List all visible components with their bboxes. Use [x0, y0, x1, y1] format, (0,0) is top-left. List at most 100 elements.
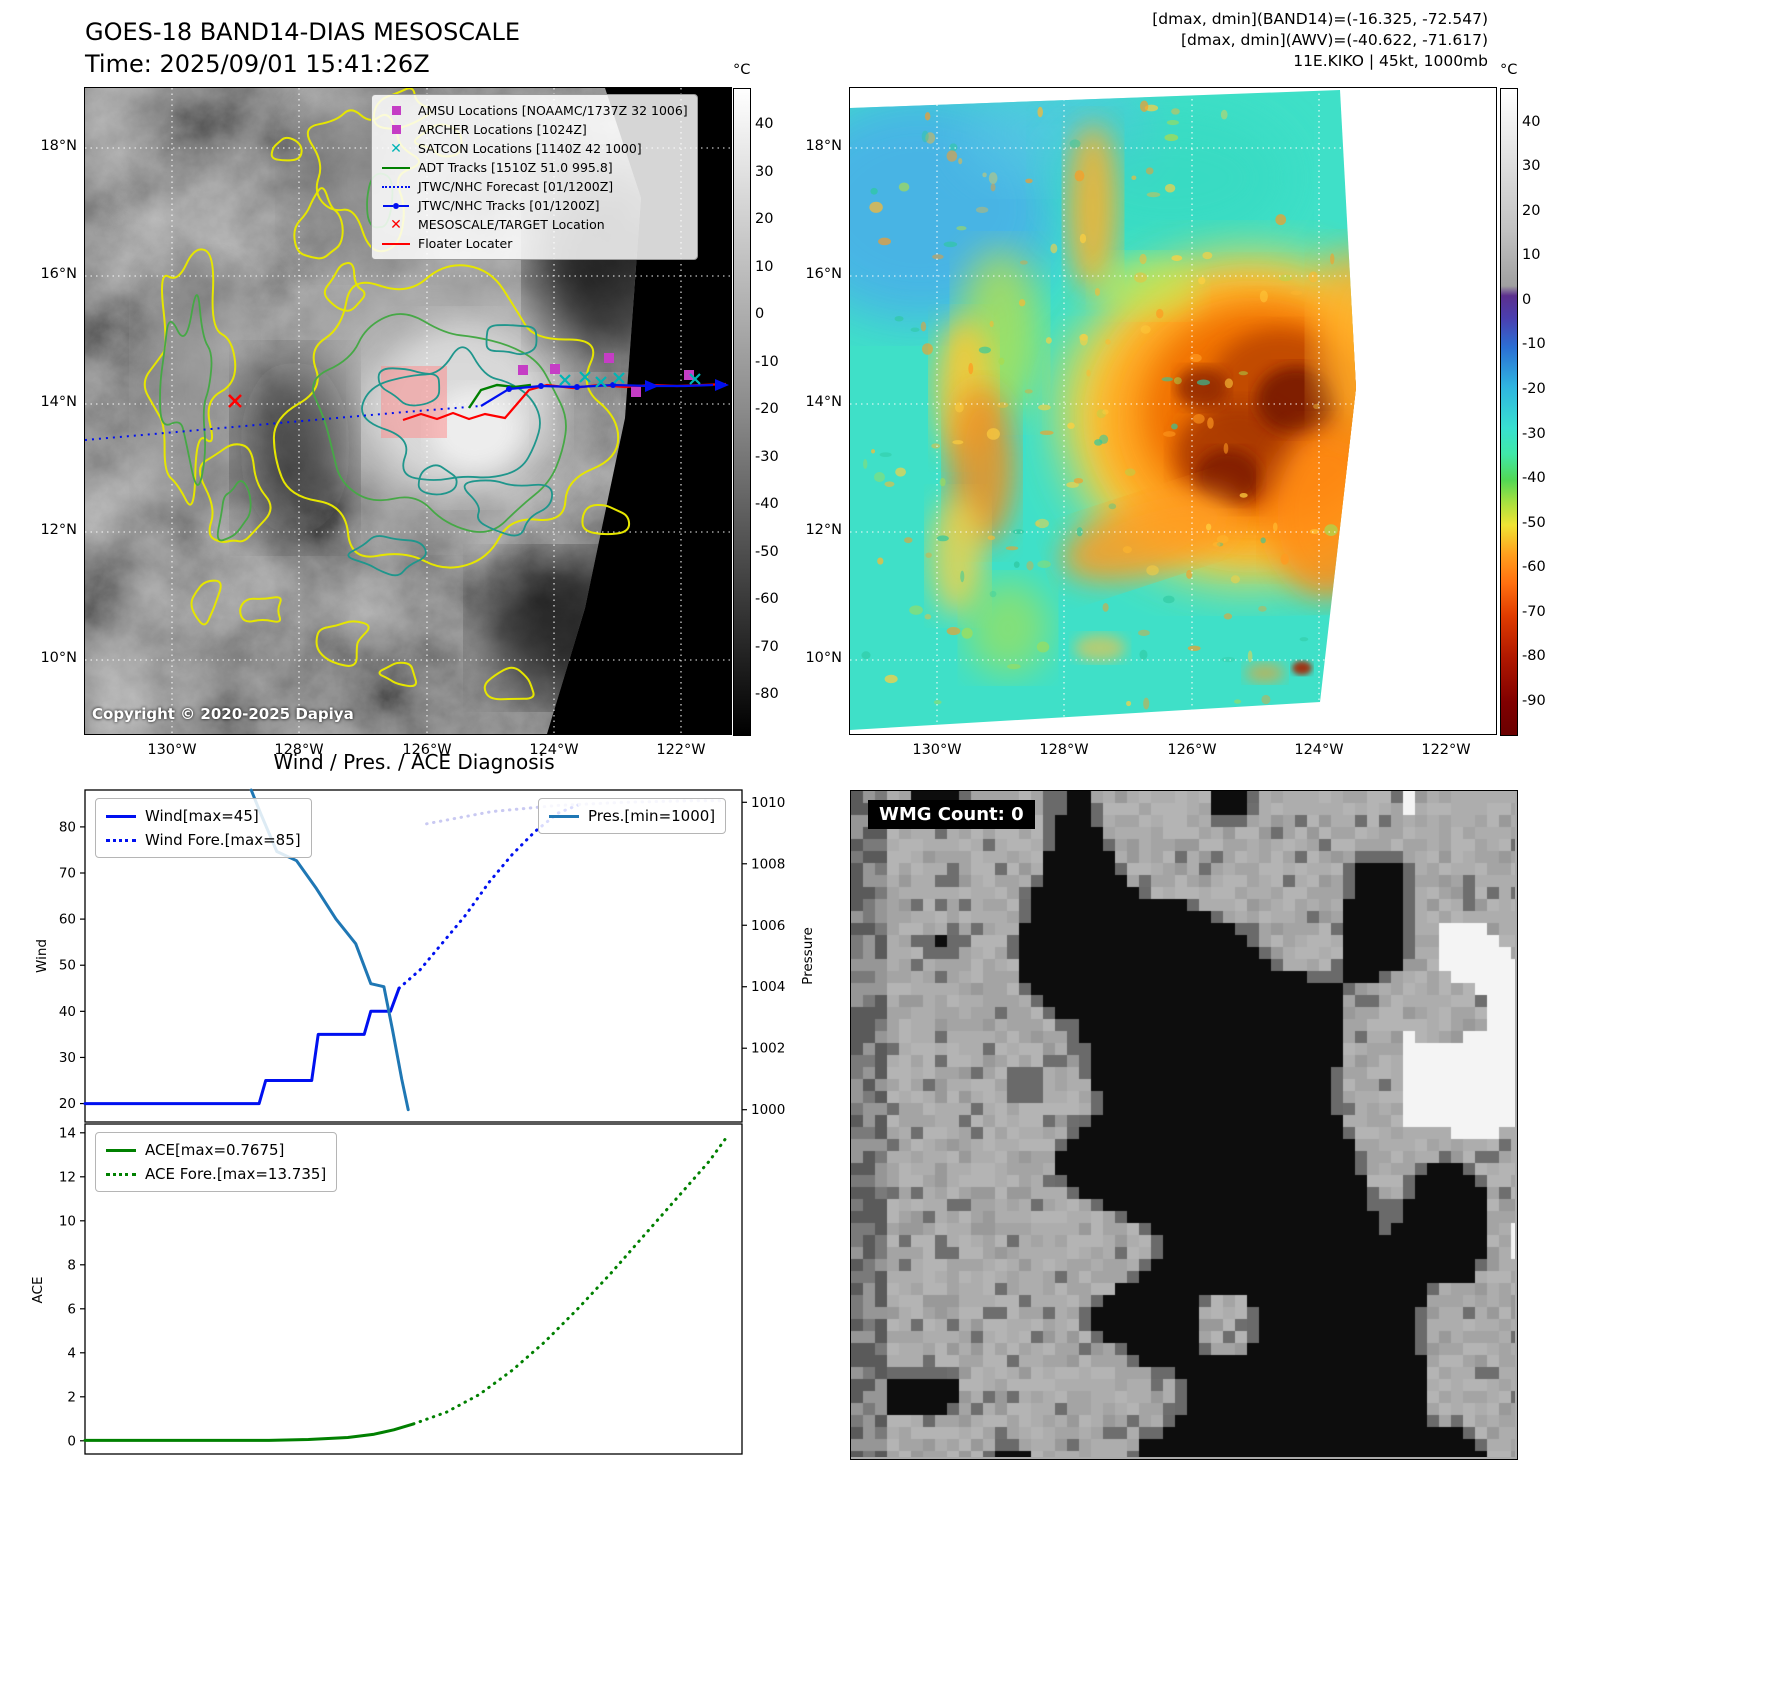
wind-fore-legend-label: Wind Fore.[max=85] [145, 831, 301, 849]
stats-awv: [dmax, dmin](AWV)=(-40.622, -71.617) [1181, 31, 1488, 49]
y-tick-label: 50 [59, 958, 76, 974]
y-tick-label: 1000 [751, 1102, 785, 1118]
map-legend-label: SATCON Locations [1140Z 42 1000] [418, 141, 642, 156]
lat-tick-label: 12°N [40, 522, 77, 538]
x-marker-icon: ✕ [390, 140, 402, 157]
line-marker-icon [381, 242, 411, 245]
stats-band14: [dmax, dmin](BAND14)=(-16.325, -72.547) [1152, 10, 1488, 28]
lon-tick-label: 122°W [656, 742, 706, 758]
map-legend-item: ARCHER Locations [1024Z] [381, 120, 688, 139]
page-title: GOES-18 BAND14-DIAS MESOSCALE [85, 18, 521, 46]
pressure-line-sample [549, 814, 579, 818]
amsu-marker [684, 370, 694, 380]
lon-tick-label: 122°W [1421, 742, 1471, 758]
lon-tick-label: 126°W [402, 742, 452, 758]
map-legend-item: JTWC/NHC Forecast [01/1200Z] [381, 177, 688, 196]
amsu-marker [631, 387, 641, 397]
colorbar-tick-label: 0 [755, 306, 765, 322]
colorbar-tick-label: 0 [1522, 291, 1532, 308]
colorbar-tick-label: -10 [755, 353, 779, 370]
colorbar-tick-label: 40 [755, 116, 774, 132]
map-legend-label: JTWC/NHC Tracks [01/1200Z] [418, 198, 600, 213]
y-tick-label: 0 [67, 1433, 76, 1449]
mesoscale-target-box [381, 366, 447, 438]
series-line [83, 1422, 415, 1442]
map-legend-label: Floater Locater [418, 236, 513, 251]
y-tick-label: 1010 [751, 795, 785, 811]
colorbar-tick-label: -60 [755, 591, 779, 607]
square-marker-icon [381, 125, 411, 134]
series-line [83, 986, 401, 1106]
lat-tick-label: 12°N [805, 522, 842, 538]
lon-tick-label: 130°W [912, 742, 962, 758]
series-line [425, 799, 728, 826]
colorbar-tick-label: 20 [1522, 202, 1541, 219]
colorbar-tick-label: -30 [1522, 425, 1546, 442]
lon-tick-label: 130°W [147, 742, 197, 758]
wmg-count-label: WMG Count: 0 [868, 800, 1035, 829]
wind-axis-label: Wind [34, 939, 50, 973]
series-line [397, 802, 583, 990]
wind-legend: Wind[max=45] Wind Fore.[max=85] [95, 798, 312, 858]
colorbar-tick-label: 20 [755, 211, 774, 227]
wind-fore-line-sample [106, 838, 136, 842]
colorbar-tick-label: -70 [755, 638, 779, 655]
y-tick-label: 8 [67, 1257, 76, 1273]
lat-tick-label: 16°N [805, 266, 842, 282]
colorbar-tick-label: 10 [755, 258, 774, 275]
lon-tick-label: 126°W [1167, 742, 1217, 758]
pressure-legend: Pres.[min=1000] [538, 798, 727, 834]
map-legend-item: Floater Locater [381, 234, 688, 253]
series-line [412, 1137, 728, 1426]
ace-legend-fore: ACE Fore.[max=13.735] [106, 1162, 326, 1186]
map-legend-label: AMSU Locations [NOAAMC/1737Z 32 1006] [418, 103, 688, 118]
diagnosis-title: Wind / Pres. / ACE Diagnosis [273, 750, 555, 774]
square-marker-icon [381, 106, 411, 115]
y-tick-label: 14 [59, 1125, 76, 1141]
amsu-marker [604, 353, 614, 363]
map-legend-item: ✕ SATCON Locations [1140Z 42 1000] [381, 139, 688, 158]
colorbar-tick-label: -20 [755, 401, 779, 417]
line-dot-marker-icon [381, 202, 411, 209]
lat-tick-label: 10°N [805, 650, 842, 666]
lat-tick-label: 10°N [40, 650, 77, 666]
lat-tick-label: 14°N [805, 394, 842, 410]
colorbar-tick-label: -10 [1522, 336, 1546, 353]
y-tick-label: 1004 [751, 979, 785, 995]
ace-legend-obs: ACE[max=0.7675] [106, 1138, 326, 1162]
band14-colorbar-unit: °C [733, 62, 751, 78]
y-tick-label: 80 [59, 819, 76, 835]
wind-legend-label: Wind[max=45] [145, 807, 259, 825]
wmg-count-image [851, 791, 1515, 1457]
colorbar-tick-label: -80 [1522, 648, 1546, 665]
lon-tick-label: 124°W [1294, 742, 1344, 758]
ace-legend-label: ACE[max=0.7675] [145, 1141, 285, 1159]
amsu-marker [550, 364, 560, 374]
timestamp: Time: 2025/09/01 15:41:26Z [85, 50, 430, 78]
track-arrow [645, 380, 659, 392]
colorbar-tick-label: -90 [1522, 692, 1546, 709]
colorbar-tick-label: -60 [1522, 559, 1546, 576]
awv-imagery [850, 90, 1356, 730]
y-tick-label: 30 [59, 1050, 76, 1066]
pressure-legend-row: Pres.[min=1000] [549, 804, 715, 828]
lat-tick-label: 18°N [40, 138, 77, 154]
wind-legend-obs: Wind[max=45] [106, 804, 301, 828]
map-legend-label: ARCHER Locations [1024Z] [418, 122, 587, 137]
awv-satellite-image [850, 88, 1496, 734]
storm-tracks [84, 353, 729, 441]
y-tick-label: 1008 [751, 856, 785, 872]
colorbar-tick-label: -40 [1522, 470, 1546, 487]
colorbar-tick-label: -20 [1522, 380, 1546, 397]
y-tick-label: 1002 [751, 1041, 785, 1057]
lat-tick-label: 14°N [40, 394, 77, 410]
track-arrow [715, 379, 729, 391]
y-tick-label: 12 [59, 1169, 76, 1185]
colorbar-tick-label: -50 [1522, 514, 1546, 531]
y-tick-label: 4 [67, 1345, 76, 1361]
jtwc-track-line [480, 383, 714, 407]
colorbar-tick-label: 40 [1522, 113, 1541, 130]
ace-axis-label: ACE [30, 1276, 46, 1304]
colorbar-tick-label: 10 [1522, 247, 1541, 264]
